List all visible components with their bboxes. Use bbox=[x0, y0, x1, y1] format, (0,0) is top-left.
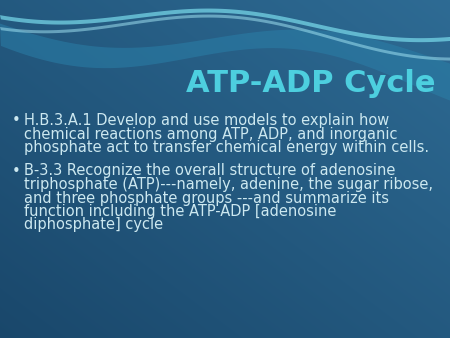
Text: and three phosphate groups ---and summarize its: and three phosphate groups ---and summar… bbox=[24, 191, 389, 206]
Text: H.B.3.A.1 Develop and use models to explain how: H.B.3.A.1 Develop and use models to expl… bbox=[24, 113, 389, 128]
Text: phosphate act to transfer chemical energy within cells.: phosphate act to transfer chemical energ… bbox=[24, 140, 429, 155]
Text: function including the ATP-ADP [adenosine: function including the ATP-ADP [adenosin… bbox=[24, 204, 337, 219]
Text: B-3.3 Recognize the overall structure of adenosine: B-3.3 Recognize the overall structure of… bbox=[24, 164, 396, 178]
PathPatch shape bbox=[0, 15, 450, 61]
PathPatch shape bbox=[0, 8, 450, 42]
Text: ATP-ADP Cycle: ATP-ADP Cycle bbox=[185, 69, 435, 97]
Text: diphosphate] cycle: diphosphate] cycle bbox=[24, 217, 163, 233]
Text: •: • bbox=[12, 113, 21, 128]
Text: chemical reactions among ATP, ADP, and inorganic: chemical reactions among ATP, ADP, and i… bbox=[24, 126, 397, 142]
Text: triphosphate (ATP)---namely, adenine, the sugar ribose,: triphosphate (ATP)---namely, adenine, th… bbox=[24, 177, 433, 192]
Text: •: • bbox=[12, 164, 21, 178]
PathPatch shape bbox=[0, 24, 450, 100]
